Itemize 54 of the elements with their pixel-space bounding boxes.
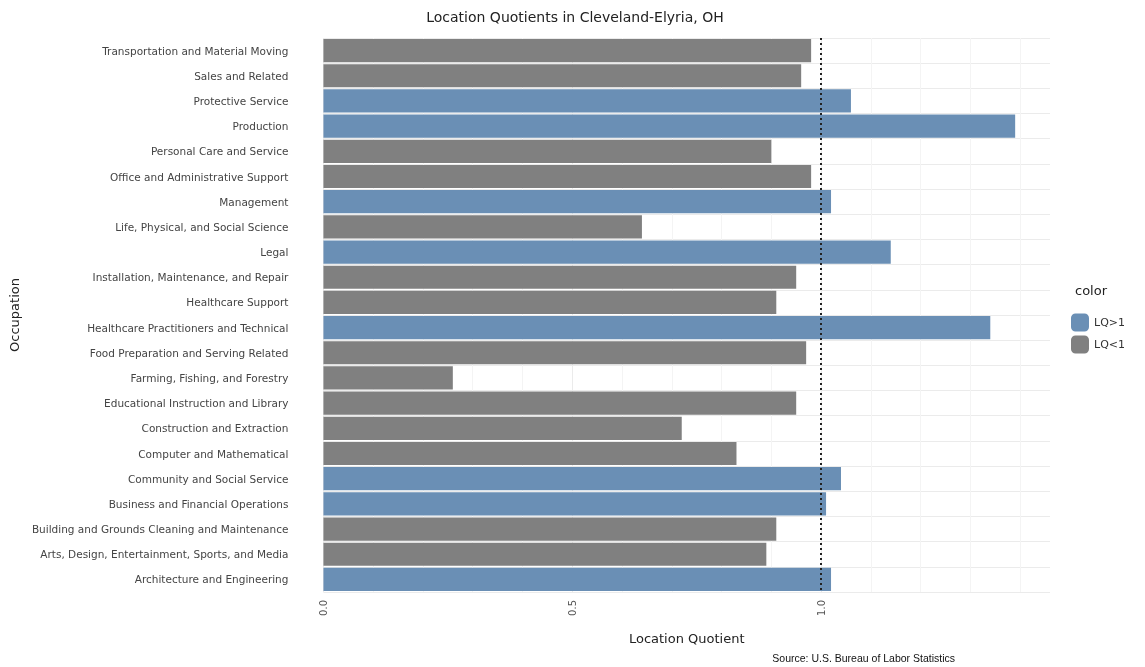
y-tick-label: Arts, Design, Entertainment, Sports, and Media [40,548,289,561]
bar [323,89,851,113]
bar [323,316,991,340]
bar [323,542,767,566]
bar [323,567,832,591]
y-tick-label: Personal Care and Service [150,145,289,158]
y-tick-label: Healthcare Support [186,296,289,309]
bar [323,517,777,541]
legend-label: LQ<1 [1094,338,1126,351]
x-axis-title: Location Quotient [628,631,745,646]
y-tick-label: Management [219,195,289,208]
y-tick-label: Community and Social Service [127,472,289,485]
bar [323,290,777,314]
bar [323,64,802,88]
bar [323,467,841,491]
x-tick-label: 0.0 [317,600,329,616]
y-tick-label: Architecture and Engineering [134,573,289,586]
y-tick-label: Protective Service [193,94,289,107]
bar [323,164,812,189]
y-tick-label: Office and Administrative Support [110,170,289,183]
y-tick-label: Production [232,120,289,133]
bar [323,240,891,264]
y-tick-label: Sales and Related [194,69,289,82]
bar [323,366,453,390]
y-axis-title: Occupation [7,278,22,352]
y-tick-label: Construction and Extraction [141,422,289,435]
y-tick-label: Educational Instruction and Library [104,397,289,410]
y-tick-label: Transportation and Material Moving [101,44,289,57]
bar [323,441,737,466]
y-tick-label: Food Preparation and Serving Related [89,346,289,359]
x-tick-label: 1.0 [815,600,827,616]
bar [323,391,797,415]
y-tick-label: Farming, Fishing, and Forestry [130,371,289,384]
y-tick-label: Life, Physical, and Social Science [115,220,289,233]
chart-title: Location Quotients in Cleveland-Elyria, OH [426,9,724,25]
y-tick-label: Legal [260,246,289,259]
bar [323,416,682,440]
source-note: Source: U.S. Bureau of Labor Statistics [772,651,956,664]
x-tick-label: 0.5 [566,600,578,616]
bar [323,215,642,239]
y-tick-label: Installation, Maintenance, and Repair [92,271,290,284]
legend-label: LQ>1 [1094,316,1126,329]
y-tick-label: Computer and Mathematical [138,447,289,460]
bar [323,139,772,163]
bar [323,492,827,516]
y-tick-label: Healthcare Practitioners and Technical [87,321,289,334]
bar [323,265,797,289]
bar [323,341,807,365]
bar [323,190,832,214]
y-tick-label: Building and Grounds Cleaning and Maintenance [31,523,289,536]
legend-title: color [1074,283,1108,298]
bar [323,114,1016,138]
bar [323,39,812,63]
y-tick-label: Business and Financial Operations [108,497,289,510]
